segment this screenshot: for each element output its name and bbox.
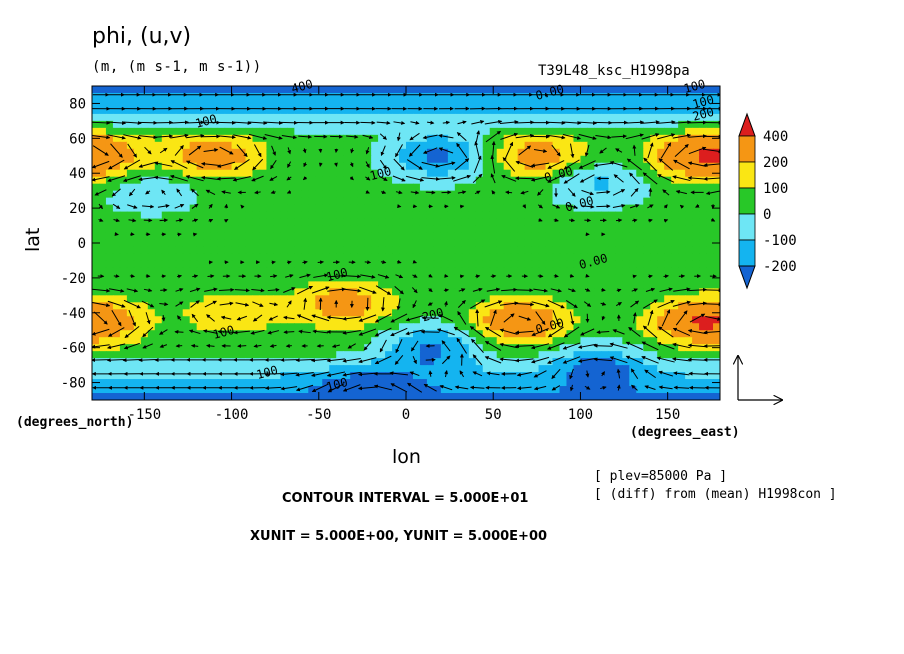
y-tick-label: -20 xyxy=(61,271,86,287)
contour-label: 100 xyxy=(368,164,393,183)
contour-interval: CONTOUR INTERVAL = 5.000E+01 xyxy=(282,491,529,506)
colorbar-segment xyxy=(738,135,756,163)
y-unit-label: (degrees_north) xyxy=(16,415,134,430)
y-tick-label: 60 xyxy=(69,131,86,147)
contour-label: 100 xyxy=(255,363,280,382)
reference-vector xyxy=(738,356,782,400)
contour-label: 100 xyxy=(211,323,236,342)
x-tick-label: -150 xyxy=(127,407,161,423)
x-tick-label: -50 xyxy=(306,407,331,423)
contour-label: 100 xyxy=(325,265,350,284)
x-axis-label: lon xyxy=(392,446,421,468)
colorbar: 400 200 100 0 -100 -200 xyxy=(738,112,797,290)
colorbar-segment xyxy=(738,161,756,189)
colorbar-label: 400 xyxy=(763,129,788,145)
y-axis-label: lat xyxy=(22,227,44,252)
contour-label: 200 xyxy=(691,105,716,124)
chart-units: (m, (m s-1, m s-1)) xyxy=(92,59,262,75)
y-tick-label: -40 xyxy=(61,306,86,322)
x-tick-label: 150 xyxy=(655,407,680,423)
x-tick-label: 100 xyxy=(568,407,593,423)
colorbar-label: -200 xyxy=(763,259,797,275)
map-field xyxy=(92,86,720,400)
y-tick-label: 40 xyxy=(69,166,86,182)
colorbar-segment xyxy=(738,213,756,241)
y-tick-label: 20 xyxy=(69,201,86,217)
y-tick-label: -80 xyxy=(61,376,86,392)
colorbar-segment xyxy=(738,239,756,267)
vector-units: XUNIT = 5.000E+00, YUNIT = 5.000E+00 xyxy=(250,529,548,544)
contour-label: 200 xyxy=(421,305,446,324)
x-tick-label: 0 xyxy=(402,407,410,423)
colorbar-label: 0 xyxy=(763,207,771,223)
contour-label: 100 xyxy=(194,112,219,131)
y-tick-label: 80 xyxy=(69,96,86,112)
chart-title: phi, (u,v) xyxy=(92,24,192,49)
y-tick-label: -60 xyxy=(61,341,86,357)
colorbar-bottom-triangle xyxy=(738,265,756,290)
x-tick-label: 50 xyxy=(485,407,502,423)
run-name: T39L48_ksc_H1998pa xyxy=(538,63,690,79)
contour-label: 100 xyxy=(691,92,716,111)
colorbar-segment xyxy=(738,187,756,215)
diff-note: [ (diff) from (mean) H1998con ] xyxy=(594,487,837,502)
plev-note: [ plev=85000 Pa ] xyxy=(594,469,728,484)
colorbar-label: 100 xyxy=(763,181,788,197)
contour-label: 100 xyxy=(325,375,350,394)
x-unit-label: (degrees_east) xyxy=(630,425,740,440)
wind-vectors xyxy=(92,92,720,393)
x-tick-label: -100 xyxy=(215,407,249,423)
y-tick-label: 0 xyxy=(78,236,86,252)
colorbar-top-triangle xyxy=(738,112,756,137)
colorbar-label: 200 xyxy=(763,155,788,171)
colorbar-label: -100 xyxy=(763,233,797,249)
axes: -150 -100 -50 0 50 100 150 -80 -60 -40 -20 0 20 40 60 8… xyxy=(61,86,720,423)
